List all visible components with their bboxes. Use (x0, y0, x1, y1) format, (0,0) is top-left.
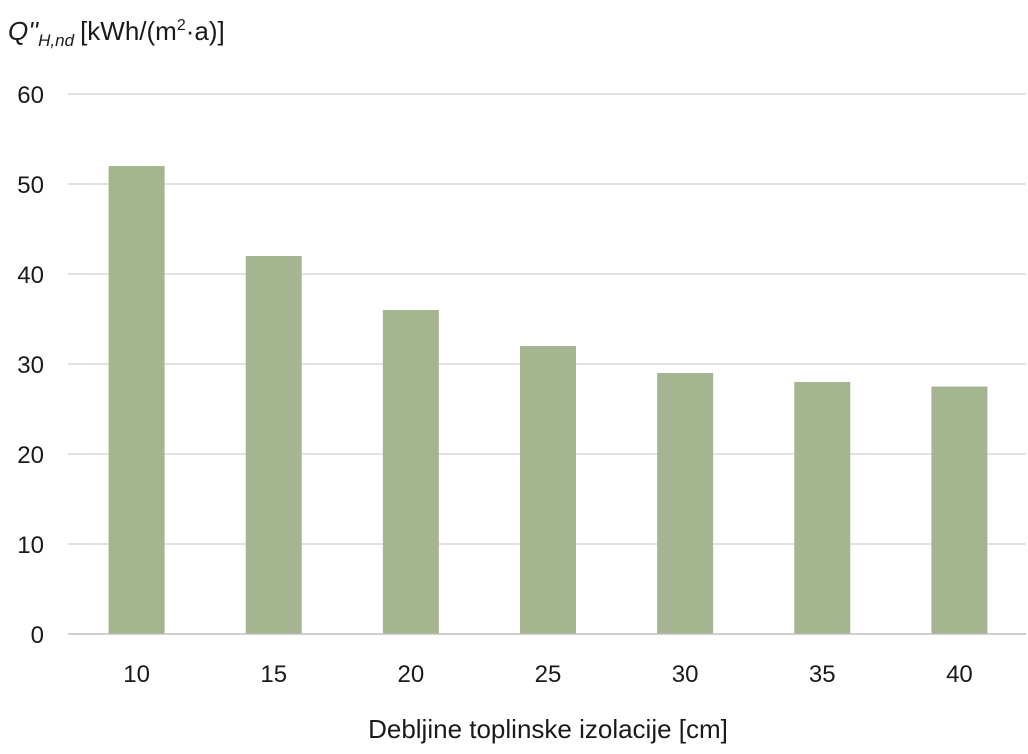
y-axis-unit-superscript: 2 (177, 17, 186, 34)
x-tick-label: 40 (946, 661, 973, 688)
bar-25 (520, 346, 576, 634)
y-tick-label: 40 (17, 262, 44, 289)
x-tick-label: 30 (672, 661, 699, 688)
y-tick-label: 0 (31, 622, 44, 649)
y-tick-label: 60 (17, 82, 44, 109)
y-tick-label: 20 (17, 442, 44, 469)
y-tick-label: 50 (17, 172, 44, 199)
y-axis-symbol: Q'' (8, 16, 39, 46)
y-tick-label: 30 (17, 352, 44, 379)
x-tick-label: 35 (809, 661, 836, 688)
x-tick-label: 25 (535, 661, 562, 688)
x-tick-label: 20 (398, 661, 425, 688)
bars (108, 166, 988, 634)
y-tick-labels: 0 10 20 30 40 50 60 (17, 82, 44, 649)
y-axis-unit-prefix: [kWh/(m (80, 16, 177, 46)
x-tick-label: 15 (260, 661, 287, 688)
x-tick-labels: 10 15 20 25 30 35 40 (123, 661, 973, 688)
bar-30 (657, 373, 714, 634)
bar-10 (108, 166, 165, 634)
y-axis-unit-suffix: ·a)] (186, 16, 225, 46)
bar-20 (382, 310, 439, 634)
x-tick-label: 10 (123, 661, 150, 688)
bar-40 (931, 386, 988, 634)
x-axis-label: Debljine toplinske izolacije [cm] (368, 714, 728, 744)
y-axis-label: Q''H,nd [kWh/(m2·a)] (8, 16, 225, 50)
y-tick-label: 10 (17, 532, 44, 559)
bar-35 (794, 382, 851, 634)
bar-15 (245, 256, 302, 634)
y-axis-subscript: H,nd (38, 31, 74, 50)
